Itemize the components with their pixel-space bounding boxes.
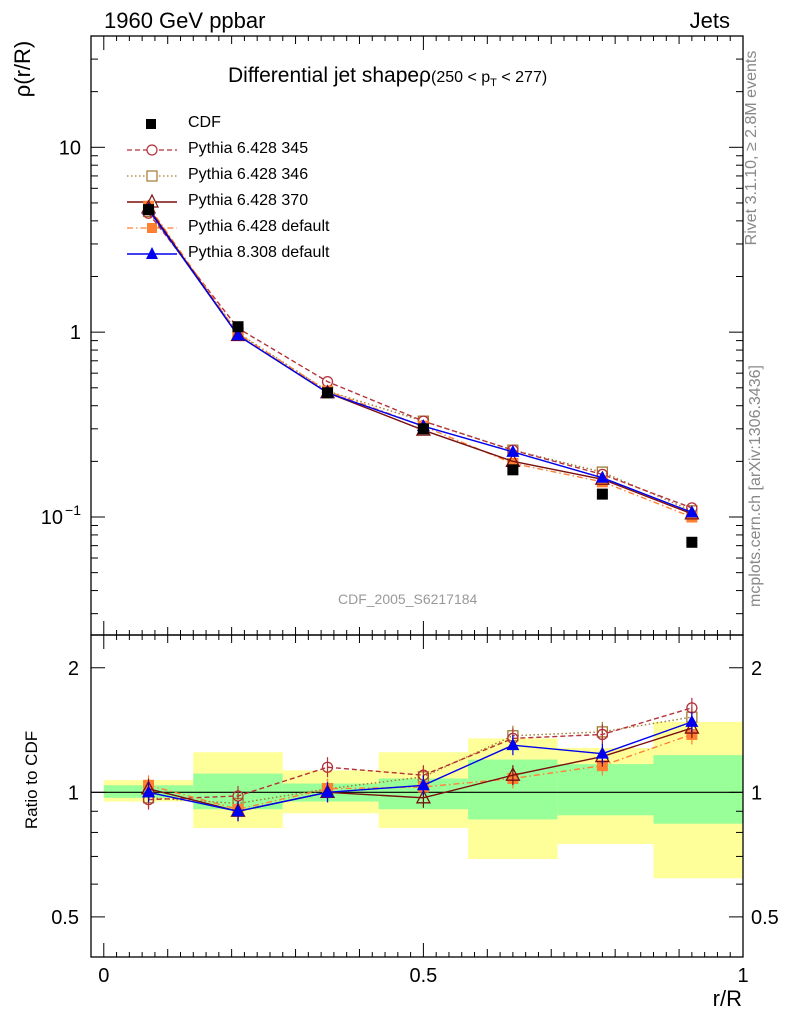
plot-title-main: Differential jet shapeρ — [228, 64, 432, 87]
series-line-p346 — [147, 210, 693, 512]
legend-entry-p346: Pythia 6.428 346 — [122, 164, 382, 188]
ratio-y-tick-label-left: 1 — [68, 782, 79, 804]
series-line-p8 — [147, 209, 693, 513]
legend-marker-p346 — [127, 170, 177, 182]
data-point-cdf — [596, 488, 608, 500]
legend-entry-pdef: Pythia 6.428 default — [122, 216, 382, 240]
band-inner-bin — [557, 764, 654, 816]
y-tick-label-exponent: −1 — [65, 502, 81, 518]
ratio-point-p345 — [321, 761, 334, 773]
main-series-p345 — [142, 207, 698, 514]
data-point-cdf — [143, 204, 155, 216]
y-tick-label: 10 — [41, 507, 63, 529]
ratio-point-p8 — [416, 778, 430, 791]
ratio-uncertainty-bands — [103, 721, 743, 879]
data-point-p8 — [231, 328, 245, 341]
x-axis-ticks — [103, 36, 744, 957]
ratio-point-p8 — [142, 785, 156, 798]
main-series-p346 — [142, 205, 698, 517]
ratio-y-tick-label-right: 1 — [751, 782, 762, 804]
legend: CDF Pythia 6.428 345 Pythia 6.428 346 Py… — [122, 112, 382, 272]
data-point-cdf — [507, 464, 519, 476]
plot-title-range: (250 < pT < 277) — [431, 69, 548, 90]
ratio-point-p370 — [505, 766, 521, 781]
legend-label-p345: Pythia 6.428 345 — [188, 140, 309, 157]
energy-label: 1960 GeV ppbar — [104, 8, 266, 33]
data-point-cdf — [232, 321, 244, 333]
plot-title: Differential jet shapeρ(250 < pT < 277) — [228, 64, 547, 89]
ratio-point-p370 — [415, 789, 431, 804]
ratio-point-p8 — [231, 804, 245, 817]
ratio-y-ticks — [91, 667, 743, 958]
ratio-series-p8 — [142, 711, 699, 822]
data-point-cdf — [417, 423, 429, 435]
ratio-plot-frame — [90, 634, 744, 958]
legend-marker-pdef — [127, 223, 177, 233]
y-tick-label: 10 — [59, 137, 81, 159]
ratio-point-p8 — [595, 746, 609, 759]
legend-label-pdef: Pythia 6.428 default — [188, 218, 330, 235]
legend-marker-p8 — [127, 247, 177, 259]
ratio-point-p8 — [685, 714, 699, 727]
data-point-pdef — [507, 457, 519, 469]
main-plot-frame — [90, 35, 744, 636]
data-point-p8 — [685, 505, 699, 518]
legend-label-p370: Pythia 6.428 370 — [188, 192, 309, 209]
main-y-ticks — [91, 35, 743, 615]
ratio-point-p8 — [506, 738, 520, 751]
legend-entry-p345: Pythia 6.428 345 — [122, 138, 382, 162]
legend-marker-cdf — [146, 119, 156, 129]
ratio-y-tick-label-left: 2 — [68, 658, 79, 680]
main-series-p8 — [142, 202, 699, 518]
main-series-cdf — [143, 204, 698, 548]
x-tick-label: 0.5 — [409, 965, 437, 987]
x-tick-label: 1 — [737, 965, 748, 987]
legend-label-cdf: CDF — [188, 114, 221, 131]
main-series-pdef — [143, 200, 698, 523]
series-line-p345 — [147, 212, 693, 509]
data-point-p8 — [595, 470, 609, 483]
ratio-y-tick-label-right: 2 — [751, 658, 762, 680]
ratio-y-tick-label-left: 0.5 — [51, 907, 79, 929]
analysis-watermark: CDF_2005_S6217184 — [338, 591, 478, 607]
main-series-p370 — [140, 199, 700, 520]
ratio-y-tick-label-right: 0.5 — [751, 907, 779, 929]
legend-entry-cdf: CDF — [122, 112, 382, 136]
y-tick-label: 1 — [70, 322, 81, 344]
legend-marker-p345 — [127, 144, 177, 156]
ratio-point-p8 — [321, 785, 335, 798]
data-point-p8 — [506, 444, 520, 457]
legend-entry-p8: Pythia 8.308 default — [122, 242, 382, 266]
series-line-p370 — [147, 207, 693, 515]
legend-label-p346: Pythia 6.428 346 — [188, 166, 309, 183]
data-point-cdf — [322, 387, 334, 399]
series-line-pdef — [147, 205, 693, 518]
x-axis-label: r/R — [712, 986, 742, 1011]
band-inner-bin — [653, 755, 743, 824]
x-tick-label: 0 — [98, 965, 109, 987]
ratio-point-p370 — [684, 719, 700, 734]
jets-label: Jets — [689, 8, 730, 33]
ratio-point-p345 — [596, 728, 609, 741]
data-point-cdf — [686, 536, 698, 548]
legend-label-p8: Pythia 8.308 default — [188, 244, 330, 261]
